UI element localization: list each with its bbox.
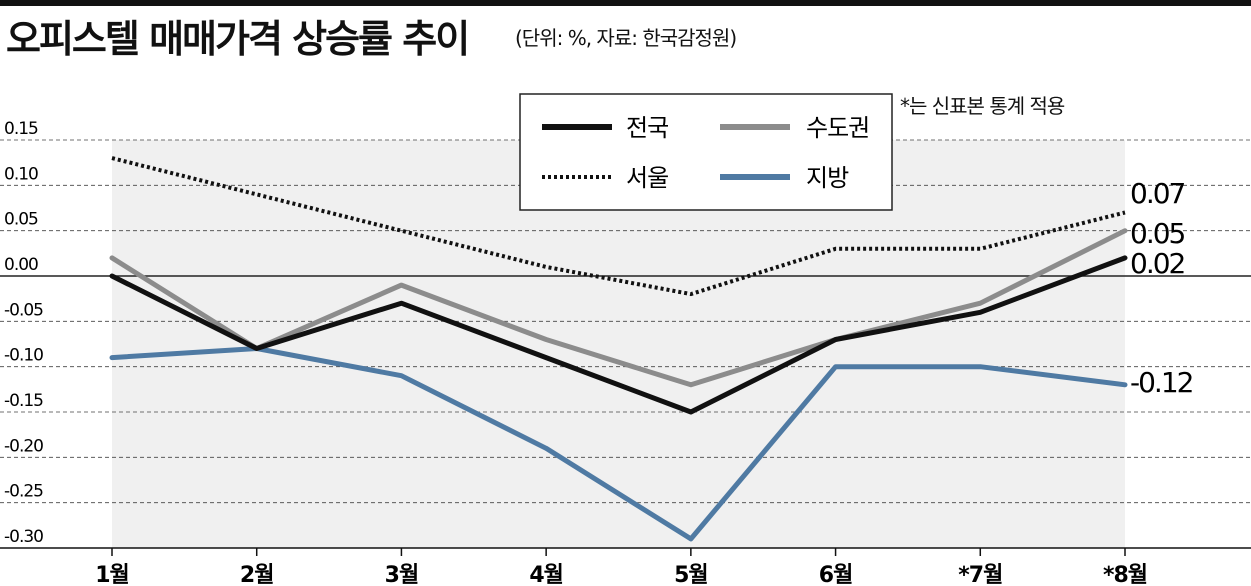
x-tick-label: 1월 [95,563,129,586]
y-tick-label: -0.20 [4,436,43,456]
x-tick-label: 4월 [529,563,563,586]
y-tick-label: -0.05 [4,300,43,320]
end-label-지방: -0.12 [1130,366,1193,399]
x-tick-label: *7월 [958,563,1002,586]
top-rule [0,0,1251,6]
end-label-서울: 0.07 [1130,177,1185,210]
legend-label-서울: 서울 [626,164,668,192]
series-lines [109,156,1128,542]
y-tick-label: -0.10 [4,346,43,366]
axis-labels: 0.15 0.10 0.05 0.00 -0.05 -0.10 -0.15 -0.20 -0.2… [4,119,1195,586]
x-tick-label: 3월 [385,563,419,586]
chart-title: 오피스텔 매매가격 상승률 추이 [6,17,470,61]
x-tick-label: 2월 [240,563,274,586]
legend-box [519,93,893,211]
legend-label-수도권: 수도권 [806,114,869,142]
series-line-지방 [109,346,1128,542]
y-tick-label: 0.15 [4,119,38,139]
y-tick-label: 0.10 [4,164,38,184]
end-label-전국: 0.02 [1130,247,1185,280]
series-line-수도권 [109,228,1128,388]
end-label-수도권: 0.05 [1130,217,1185,250]
x-tick-label: 5월 [674,563,708,586]
series-line-전국 [109,255,1128,415]
y-tick-label: -0.30 [4,527,43,547]
x-tick-label: 6월 [819,563,853,586]
y-tick-label: -0.15 [4,391,43,411]
legend-label-전국: 전국 [626,114,668,142]
series-line-서울 [111,156,1126,297]
chart-note: *는 신표본 통계 적용 [900,94,1065,118]
chart-subtitle: (단위: %, 자료: 한국감정원) [515,26,737,50]
y-tick-label: -0.25 [4,482,43,502]
y-tick-label: 0.00 [4,255,38,275]
y-tick-label: 0.05 [4,210,38,230]
legend-label-지방: 지방 [806,164,849,192]
x-tick-label: *8월 [1103,563,1147,586]
